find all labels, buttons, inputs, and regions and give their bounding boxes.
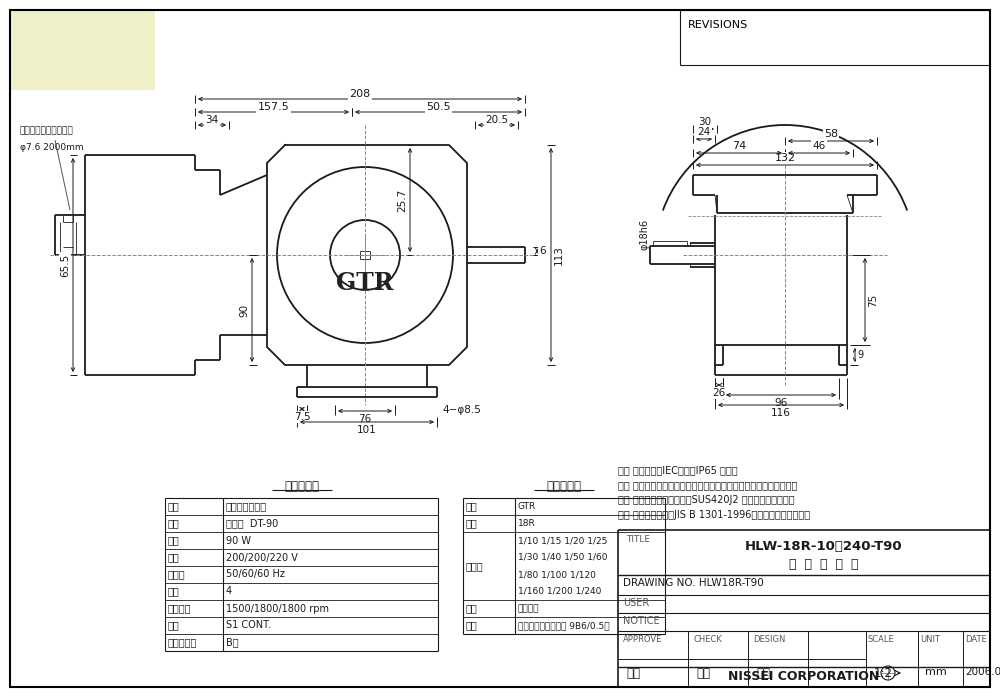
Text: 34: 34: [205, 115, 219, 125]
Text: 外  形  寸  法  図: 外 形 寸 法 図: [789, 558, 859, 572]
Text: 形式: 形式: [168, 519, 180, 528]
Text: 157.5: 157.5: [258, 102, 289, 112]
Text: 名称: 名称: [168, 502, 180, 512]
Text: B級: B級: [226, 638, 239, 648]
Text: グレー（マンセル値 9B6/0.5）: グレー（マンセル値 9B6/0.5）: [518, 621, 610, 630]
Text: 101: 101: [357, 425, 377, 435]
Text: 注． 保護等級はIEC規格のIP65 です。: 注． 保護等級はIEC規格のIP65 です。: [618, 465, 738, 475]
Text: 全閉形  DT-90: 全閉形 DT-90: [226, 519, 278, 528]
Text: 注． 出力軸・キーの材質はSUS420J2 を使用しています。: 注． 出力軸・キーの材質はSUS420J2 を使用しています。: [618, 495, 795, 505]
Text: 132: 132: [774, 153, 796, 163]
Text: 2006.03.01: 2006.03.01: [965, 667, 1000, 677]
Text: 58: 58: [824, 129, 838, 139]
Text: 1500/1800/1800 rpm: 1500/1800/1800 rpm: [226, 604, 329, 613]
Text: USER: USER: [623, 598, 649, 608]
Text: 30: 30: [698, 117, 712, 127]
Text: キャブタイヤケーブル: キャブタイヤケーブル: [20, 126, 74, 135]
Text: NOTICE: NOTICE: [623, 616, 660, 626]
Text: UNIT: UNIT: [920, 635, 940, 644]
Text: DRAWING NO. HLW18R-T90: DRAWING NO. HLW18R-T90: [623, 578, 764, 588]
Text: 65.5: 65.5: [60, 254, 70, 277]
Text: 20.5: 20.5: [485, 115, 508, 125]
Text: 50/60/60 Hz: 50/60/60 Hz: [226, 569, 285, 579]
Text: 116: 116: [771, 408, 791, 418]
Text: SCALE: SCALE: [868, 635, 895, 644]
Text: 1/30 1/40 1/50 1/60: 1/30 1/40 1/50 1/60: [518, 553, 608, 562]
Text: TITLE: TITLE: [626, 535, 650, 544]
Text: グリース: グリース: [518, 604, 540, 613]
Text: DESIGN: DESIGN: [753, 635, 785, 644]
Text: 潤滑: 潤滑: [466, 604, 478, 613]
Text: 113: 113: [554, 245, 564, 265]
Text: CHECK: CHECK: [693, 635, 722, 644]
Text: 96: 96: [774, 398, 788, 408]
Text: mm: mm: [925, 667, 947, 677]
Text: 90: 90: [239, 303, 249, 316]
Text: 90 W: 90 W: [226, 535, 251, 546]
Text: 減速比: 減速比: [466, 561, 484, 571]
Text: 25.7: 25.7: [397, 188, 407, 212]
Text: 1/160 1/200 1/240: 1/160 1/200 1/240: [518, 587, 601, 596]
Text: 種番: 種番: [466, 519, 478, 528]
Text: 耐熱クラス: 耐熱クラス: [168, 638, 197, 648]
Text: 周波数: 周波数: [168, 569, 186, 579]
Text: モータ仕様: モータ仕様: [284, 480, 319, 493]
Text: REVISIONS: REVISIONS: [688, 20, 748, 30]
Text: 減速機仕様: 減速機仕様: [546, 480, 582, 493]
Text: APPROVE: APPROVE: [623, 635, 662, 644]
Text: 1/10 1/15 1/20 1/25: 1/10 1/15 1/20 1/25: [518, 536, 607, 545]
Text: NISSEI CORPORATION: NISSEI CORPORATION: [728, 671, 880, 684]
Text: GTR: GTR: [518, 502, 536, 511]
Text: 24: 24: [697, 127, 711, 137]
Text: HLW-18R-10～240-T90: HLW-18R-10～240-T90: [745, 540, 903, 553]
Text: 75: 75: [868, 293, 878, 307]
Text: 9: 9: [857, 350, 863, 360]
Text: 76: 76: [358, 414, 372, 424]
Text: 電圧: 電圧: [168, 553, 180, 562]
Text: 注． 出力キー寘法はJIS B 1301-1996平行キーに依ります。: 注． 出力キー寘法はJIS B 1301-1996平行キーに依ります。: [618, 510, 810, 520]
Text: GTR: GTR: [336, 271, 394, 295]
Text: 46: 46: [812, 141, 826, 151]
Text: 海野: 海野: [626, 667, 640, 680]
Text: 4: 4: [226, 586, 232, 597]
Text: 7.5: 7.5: [294, 412, 310, 422]
Text: 4−φ8.5: 4−φ8.5: [442, 405, 481, 415]
Text: 名称: 名称: [466, 502, 478, 512]
Text: 26: 26: [712, 388, 726, 398]
Text: 出力: 出力: [168, 535, 180, 546]
Text: 永坂: 永坂: [696, 667, 710, 680]
Text: 1/80 1/100 1/120: 1/80 1/100 1/120: [518, 570, 596, 579]
Text: 吉田: 吉田: [756, 667, 770, 680]
Bar: [10, 10, 155, 90]
Text: φ7.6 2000mm: φ7.6 2000mm: [20, 143, 84, 152]
Text: 18R: 18R: [518, 519, 536, 528]
Text: 74: 74: [732, 141, 746, 151]
Text: 極数: 極数: [168, 586, 180, 597]
Text: φ18h6: φ18h6: [640, 219, 650, 250]
Text: 注． ケーブルは、耒水、耒油性にすぐれたものを使用しています。: 注． ケーブルは、耒水、耒油性にすぐれたものを使用しています。: [618, 480, 797, 490]
Text: 50.5: 50.5: [426, 102, 451, 112]
Text: 回転速度: 回転速度: [168, 604, 192, 613]
Text: 三相誤導電動機: 三相誤導電動機: [226, 502, 267, 512]
Text: 塗色: 塗色: [466, 620, 478, 631]
Text: 1:2: 1:2: [874, 667, 893, 680]
Text: 定格: 定格: [168, 620, 180, 631]
Text: 200/200/220 V: 200/200/220 V: [226, 553, 298, 562]
Text: 208: 208: [349, 89, 371, 99]
Text: DATE: DATE: [965, 635, 987, 644]
Text: 6: 6: [540, 246, 546, 256]
Text: S1 CONT.: S1 CONT.: [226, 620, 271, 631]
